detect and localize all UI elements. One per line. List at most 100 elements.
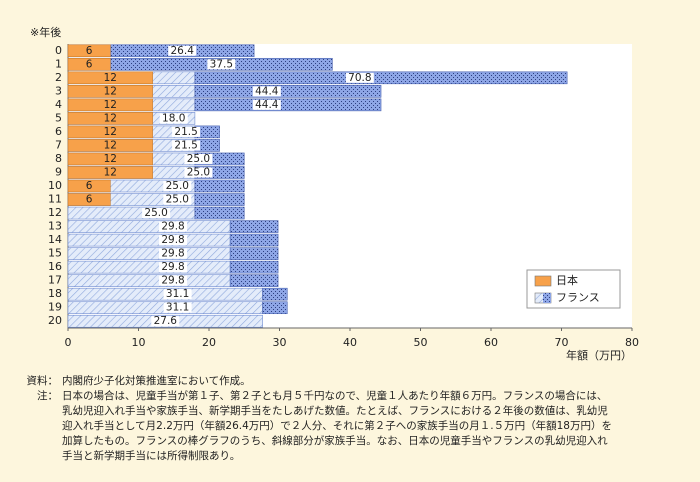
bar-hatched (67, 220, 231, 233)
value-label-bg (159, 262, 188, 273)
value-label: 25.0 (166, 180, 189, 192)
bar-japan (67, 166, 153, 179)
bar-hatched (67, 260, 231, 274)
value-label: 21.5 (174, 126, 197, 138)
note-line: 加算したもの。フランスの棒グラフのうち、斜線部分が家族手当。なお、日本の児童手当… (62, 434, 608, 447)
value-label: 25.0 (166, 194, 189, 206)
bar-hatched (67, 206, 196, 220)
bar-dotted (229, 220, 279, 233)
y-tick-label: 19 (48, 301, 62, 314)
y-tick-label: 12 (48, 206, 62, 219)
x-tick-label: 20 (202, 336, 216, 349)
value-label: 12 (104, 112, 117, 124)
y-tick-label: 16 (48, 260, 62, 273)
value-label-bg (151, 316, 180, 327)
y-tick-label: 11 (48, 193, 62, 206)
bar-dotted (194, 98, 382, 112)
source-text: 内閣府少子化対策推進室において作成。 (62, 374, 251, 387)
x-tick-label: 70 (555, 336, 569, 349)
legend-swatch (543, 293, 551, 303)
y-tick-label: 14 (48, 233, 62, 246)
x-tick-label: 10 (132, 336, 146, 349)
value-label: 70.8 (348, 72, 371, 84)
value-label: 29.8 (161, 221, 184, 233)
value-label-bg (159, 113, 188, 124)
bar-japan (67, 112, 153, 125)
value-label: 29.8 (161, 261, 184, 273)
y-tick-label: 17 (48, 274, 62, 287)
note-line: 日本の場合は、児童手当が第１子、第２子とも月５千円なので、児童１人あたり年額６万… (62, 389, 607, 402)
value-label-bg (172, 140, 201, 151)
value-label: 12 (104, 85, 117, 97)
bar-japan (67, 152, 153, 166)
value-label-bg (168, 45, 197, 56)
bar-japan (67, 179, 111, 193)
note-line: 手当と新学期手当には所得制限あり。 (62, 449, 240, 462)
bar-hatched (67, 247, 231, 260)
value-label-bg (172, 126, 201, 137)
value-label: 12 (104, 139, 117, 151)
value-label-bg (163, 302, 192, 313)
value-label: 25.0 (187, 153, 210, 165)
x-tick-label: 40 (343, 336, 357, 349)
source-label: 資料： (27, 374, 59, 387)
bar-dotted (262, 287, 288, 301)
bar-japan (67, 85, 153, 98)
value-label: 12 (104, 72, 117, 84)
value-label: 12 (104, 153, 117, 165)
bar-dotted (194, 193, 245, 206)
value-label: 27.6 (154, 315, 178, 327)
y-tick-label: 6 (55, 125, 62, 138)
value-label: 12 (104, 166, 117, 178)
bar-japan (67, 71, 153, 85)
bar-dotted (229, 247, 279, 260)
value-label-bg (252, 86, 281, 97)
note-line: 迎入れ手当として月2.2万円（年額26.4万円）で２人分、それに第２子への家族手… (62, 419, 612, 432)
x-axis-title: 年額（万円） (566, 348, 632, 362)
value-label: 6 (86, 194, 93, 206)
bar-dotted (194, 71, 568, 85)
value-label: 21.5 (174, 139, 197, 151)
value-label: 6 (86, 180, 93, 192)
y-tick-label: 1 (55, 57, 62, 70)
value-label-bg (163, 194, 192, 205)
value-label: 12 (104, 126, 117, 138)
value-label: 12 (104, 99, 117, 111)
value-label-bg (159, 235, 188, 246)
legend-swatch (534, 275, 552, 287)
bar-japan (67, 193, 111, 206)
value-label: 44.4 (255, 99, 279, 111)
value-label: 6 (86, 58, 93, 70)
value-label-bg (252, 99, 281, 110)
bar-dotted (194, 179, 245, 193)
value-label-bg (345, 72, 374, 83)
bar-dotted (229, 233, 279, 247)
value-label-bg (163, 181, 192, 191)
bar-japan (67, 139, 153, 152)
bar-dotted (194, 85, 382, 98)
y-tick-label: 10 (48, 179, 62, 192)
value-label-bg (184, 167, 213, 178)
bar-dotted (194, 206, 245, 220)
value-label: 29.8 (161, 234, 184, 246)
x-tick-label: 50 (414, 336, 428, 349)
legend-label: 日本 (556, 273, 578, 287)
note-label: 注： (37, 389, 58, 402)
value-label-bg (159, 221, 188, 232)
value-label: 29.8 (161, 248, 184, 260)
x-tick-label: 0 (65, 336, 72, 349)
y-tick-label: 2 (55, 71, 62, 84)
y-tick-label: 5 (55, 111, 62, 124)
value-label: 31.1 (166, 288, 189, 300)
y-tick-label: 9 (55, 165, 62, 178)
value-label-bg (142, 208, 171, 219)
value-label-bg (163, 289, 192, 300)
y-tick-label: 18 (48, 287, 62, 300)
y-tick-label: 8 (55, 152, 62, 165)
x-tick-label: 60 (484, 336, 498, 349)
value-label: 25.0 (144, 207, 167, 219)
y-tick-label: 13 (48, 220, 62, 233)
y-tick-label: 3 (55, 84, 62, 97)
legend-label: フランス (556, 291, 600, 304)
